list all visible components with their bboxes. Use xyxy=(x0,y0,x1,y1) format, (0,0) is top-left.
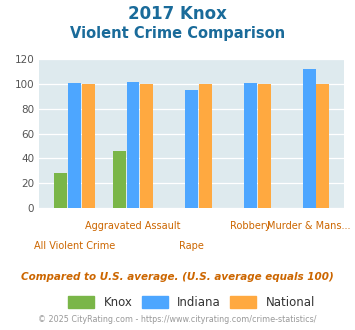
Text: Compared to U.S. average. (U.S. average equals 100): Compared to U.S. average. (U.S. average … xyxy=(21,272,334,282)
Bar xyxy=(140,84,153,208)
Bar xyxy=(68,83,81,208)
Text: All Violent Crime: All Violent Crime xyxy=(34,241,115,251)
Bar xyxy=(82,84,94,208)
Bar xyxy=(54,173,67,208)
Text: Murder & Mans...: Murder & Mans... xyxy=(267,221,351,231)
Bar xyxy=(303,69,316,208)
Bar xyxy=(113,151,126,208)
Bar xyxy=(185,90,198,208)
Text: Violent Crime Comparison: Violent Crime Comparison xyxy=(70,26,285,41)
Text: © 2025 CityRating.com - https://www.cityrating.com/crime-statistics/: © 2025 CityRating.com - https://www.city… xyxy=(38,315,317,324)
Bar xyxy=(244,83,257,208)
Bar xyxy=(126,82,140,208)
Text: Rape: Rape xyxy=(179,241,204,251)
Text: Robbery: Robbery xyxy=(230,221,271,231)
Bar xyxy=(199,84,212,208)
Text: Aggravated Assault: Aggravated Assault xyxy=(85,221,181,231)
Text: 2017 Knox: 2017 Knox xyxy=(128,5,227,23)
Legend: Knox, Indiana, National: Knox, Indiana, National xyxy=(64,291,320,314)
Bar xyxy=(258,84,271,208)
Bar xyxy=(316,84,329,208)
